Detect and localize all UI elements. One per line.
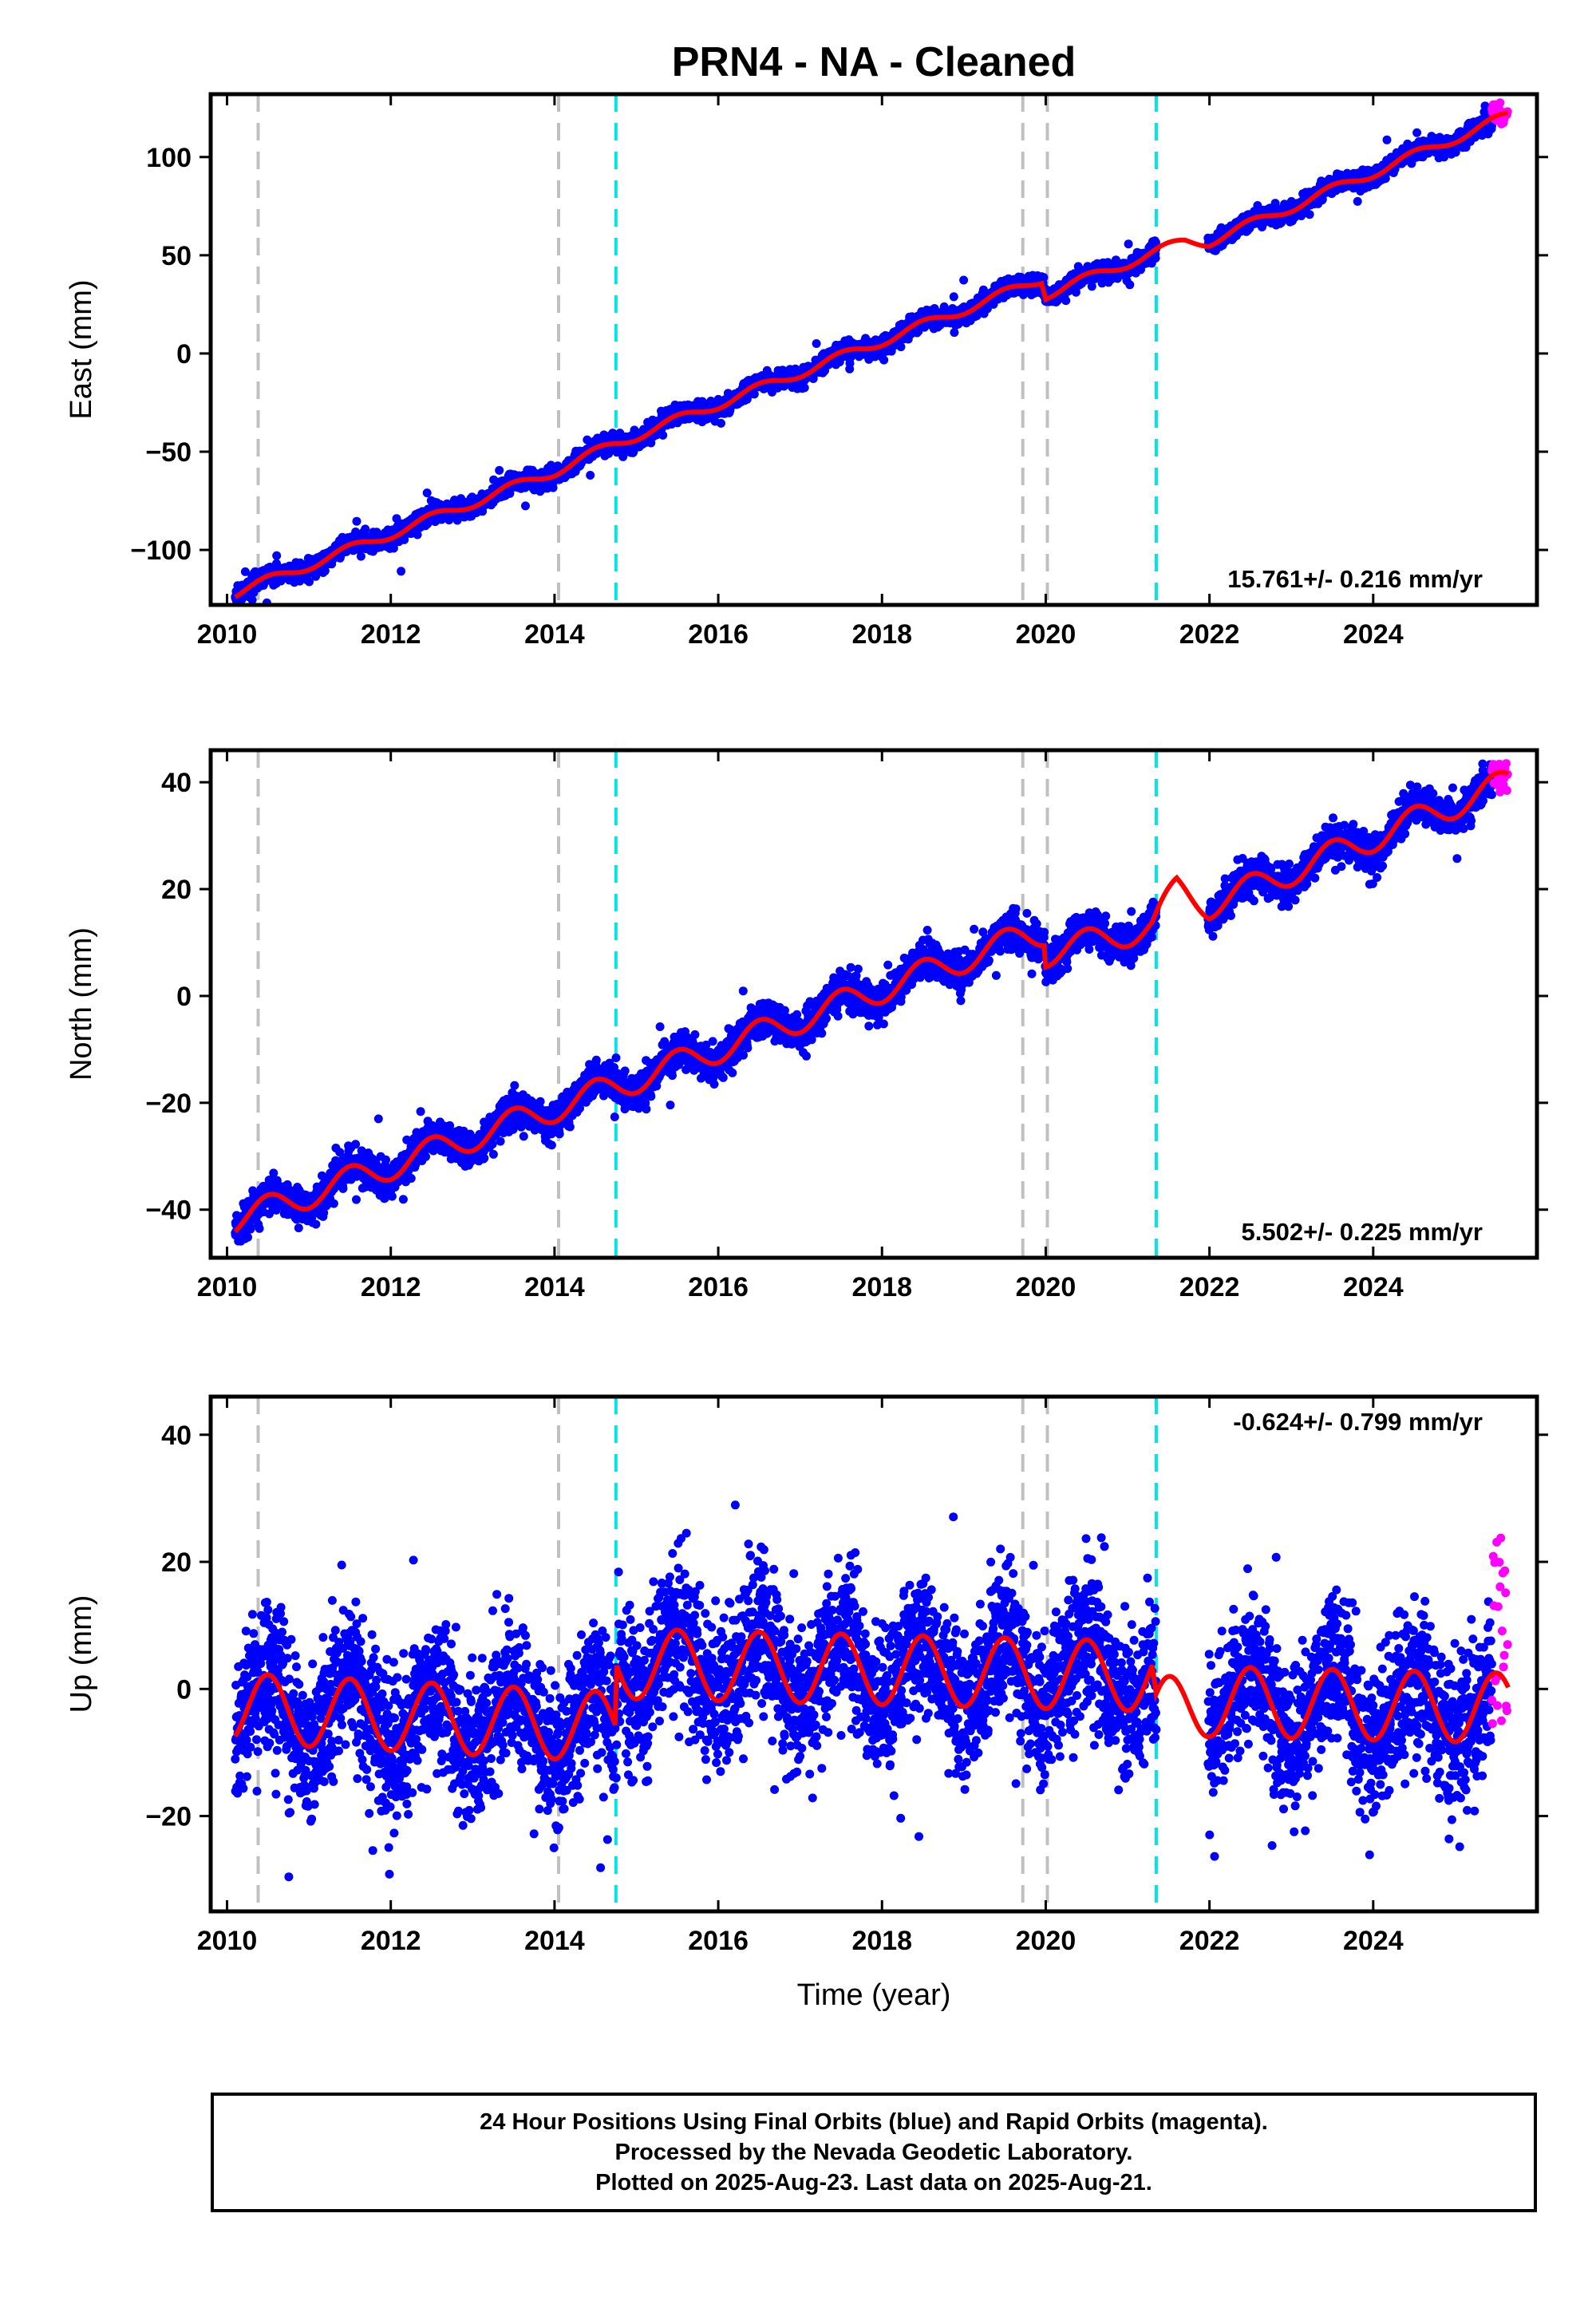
final-point (247, 595, 257, 605)
final-point (1151, 254, 1160, 263)
final-point (717, 418, 725, 428)
final-point (1125, 280, 1135, 290)
final-point (1097, 279, 1107, 288)
final-point (1305, 210, 1314, 219)
final-point (413, 530, 422, 539)
final-point (240, 567, 250, 576)
final-point (521, 501, 530, 511)
final-point (1087, 282, 1096, 291)
final-point (1071, 287, 1080, 297)
final-point (879, 355, 889, 365)
chart-title: PRN4 - NA - Cleaned (672, 39, 1077, 85)
final-point (1124, 239, 1133, 249)
final-point (495, 465, 504, 475)
final-point (1412, 128, 1422, 137)
final-point (950, 328, 959, 338)
final-point (356, 551, 365, 561)
final-point (1061, 296, 1071, 306)
final-point (422, 488, 432, 498)
final-point (749, 389, 759, 399)
final-point (658, 430, 668, 440)
final-point (320, 566, 330, 575)
final-point (959, 275, 969, 285)
final-point (272, 551, 282, 560)
final-point (361, 524, 370, 534)
final-points (231, 101, 1496, 605)
final-point (1382, 135, 1392, 144)
final-point (812, 339, 821, 348)
final-point (352, 516, 361, 526)
final-point (586, 471, 595, 480)
final-point (949, 292, 958, 302)
panels: 2010 2012 2014 2016 2018 2020 2022 2024−100−500… (65, 92, 1548, 1956)
final-point (397, 567, 406, 576)
panel-east: 2010 2012 2014 2016 2018 2020 2022 2024−100−500… (65, 92, 1548, 650)
final-point (1353, 196, 1362, 206)
final-point (800, 383, 809, 393)
final-point (896, 342, 906, 352)
final-point (305, 577, 314, 587)
final-point (1039, 273, 1049, 283)
